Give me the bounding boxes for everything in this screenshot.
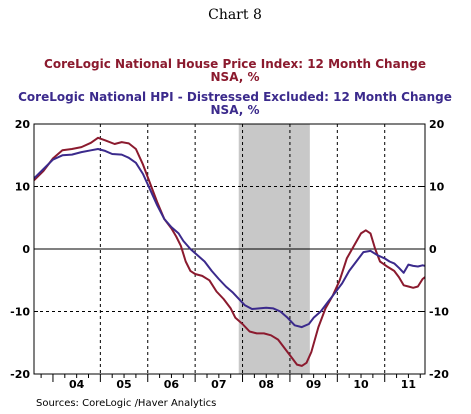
source-note: Sources: CoreLogic /Haver Analytics	[36, 398, 216, 409]
y-tick-label-left-1: 10	[15, 181, 31, 194]
series-line-2	[34, 148, 425, 329]
y-tick-label-right-3: -10	[429, 306, 449, 319]
y-tick-label-left-3: -10	[10, 306, 30, 319]
y-tick-label-left-4: -20	[10, 368, 30, 381]
y-tick-label-right-0: 20	[429, 118, 445, 131]
x-year-label-09: 09	[306, 378, 321, 391]
x-year-label-07: 07	[211, 378, 226, 391]
x-year-label-05: 05	[116, 378, 131, 391]
x-year-label-08: 08	[259, 378, 274, 391]
x-year-label-04: 04	[69, 378, 85, 391]
legend-series-1-line-1: CoreLogic National House Price Index: 12…	[44, 57, 426, 71]
x-year-label-10: 10	[353, 378, 369, 391]
y-tick-label-right-1: 10	[429, 181, 445, 194]
y-tick-label-left-2: 0	[22, 243, 30, 256]
y-tick-label-left-0: 20	[15, 118, 31, 131]
chart-title: Chart 8	[208, 7, 262, 23]
x-year-label-06: 06	[164, 378, 180, 391]
plot-area: 20 20 10 10 0 0 -10 -10 -20 -20 04 05 06 07 08 09 10 11	[10, 118, 449, 391]
legend-series-2-line-2: NSA, %	[211, 103, 260, 117]
series-line-1	[34, 136, 425, 367]
y-tick-label-right-4: -20	[429, 368, 449, 381]
legend-series-2-line-1: CoreLogic National HPI - Distressed Excl…	[18, 90, 452, 104]
y-tick-label-right-2: 0	[429, 243, 437, 256]
x-year-label-11: 11	[401, 378, 416, 391]
legend-series-1-line-2: NSA, %	[211, 70, 260, 84]
